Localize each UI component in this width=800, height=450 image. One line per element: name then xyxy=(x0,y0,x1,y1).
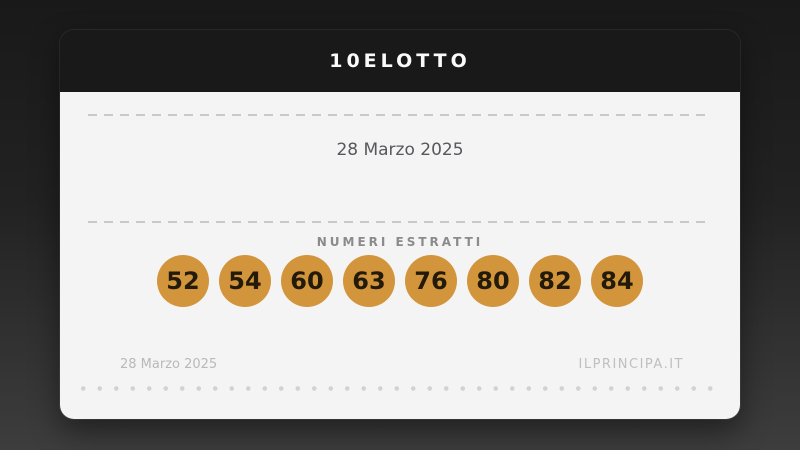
number-ball: 84 xyxy=(591,255,643,307)
footer-site: ILPRINCIPA.IT xyxy=(578,357,684,372)
lottery-ticket-card: 10ELOTTO 28 Marzo 2025 NUMERI ESTRATTI 5… xyxy=(60,30,740,419)
numbers-row: 52 54 60 63 76 80 82 84 xyxy=(60,255,740,307)
number-ball: 76 xyxy=(405,255,457,307)
perforation-dots xyxy=(75,386,722,391)
dashed-separator-top xyxy=(88,114,712,116)
game-title: 10ELOTTO xyxy=(329,50,471,72)
number-ball: 52 xyxy=(157,255,209,307)
footer-row: 28 Marzo 2025 ILPRINCIPA.IT xyxy=(60,357,740,373)
card-body: 28 Marzo 2025 NUMERI ESTRATTI 52 54 60 63 76… xyxy=(60,92,740,419)
number-ball: 63 xyxy=(343,255,395,307)
card-header: 10ELOTTO xyxy=(60,30,740,92)
number-ball: 80 xyxy=(467,255,519,307)
number-ball: 54 xyxy=(219,255,271,307)
number-ball: 60 xyxy=(281,255,333,307)
number-ball: 82 xyxy=(529,255,581,307)
draw-date: 28 Marzo 2025 xyxy=(336,140,464,160)
dashed-separator-middle xyxy=(88,221,712,223)
footer-date: 28 Marzo 2025 xyxy=(120,357,218,372)
section-label: NUMERI ESTRATTI xyxy=(316,235,484,249)
